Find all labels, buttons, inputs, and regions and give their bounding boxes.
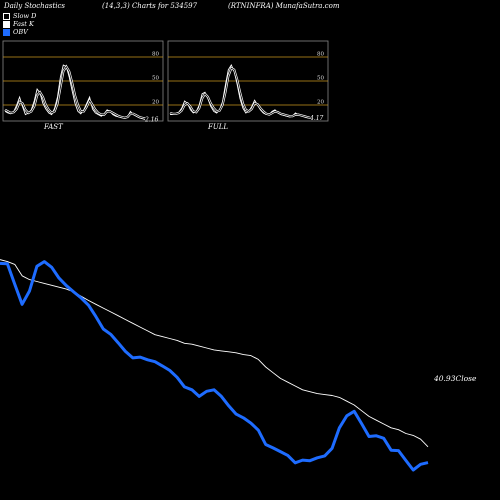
full-last-value: 4.17 (309, 115, 324, 122)
fast-stochastic-panel: 80 50 20 2.16 (2, 40, 164, 123)
series-close-line (0, 259, 429, 448)
chart-source: (RTNINFRA) MunafaSutra.com (228, 2, 340, 10)
legend-item-slow-d: Slow D (3, 12, 36, 20)
legend-label-fast-k: Fast K (13, 20, 34, 28)
fast-panel-title: FAST (44, 123, 63, 131)
full-level-tick-80: 80 (317, 52, 324, 58)
full-stochastic-panel: 80 50 20 4.17 (167, 40, 329, 122)
legend-label-slow-d: Slow D (13, 12, 37, 20)
legend-item-obv: OBV (3, 28, 28, 36)
fast-series-slow-d (4, 65, 146, 119)
fast-last-value: 2.16 (144, 116, 159, 123)
fast-level-tick-50: 50 (152, 76, 159, 82)
fast-level-tick-80: 80 (152, 52, 159, 58)
chart-title: Daily Stochastics (4, 2, 66, 10)
full-level-tick-20: 20 (317, 100, 324, 106)
fast-level-tick-20: 20 (152, 100, 159, 106)
legend-item-fast-k: Fast K (3, 20, 34, 28)
legend-label-obv: OBV (13, 28, 28, 36)
series-obv-line (0, 260, 429, 472)
price-obv-chart (0, 259, 429, 472)
full-level-tick-50: 50 (317, 76, 324, 82)
legend-swatch-slow-d (3, 12, 10, 20)
full-series-slow-d (169, 67, 311, 119)
close-value-label: 40.93Close (434, 374, 477, 383)
legend-swatch-obv (3, 28, 10, 36)
full-panel-title: FULL (208, 123, 229, 131)
chart-subtitle: (14,3,3) Charts for 534597 (102, 2, 198, 10)
legend-swatch-fast-k (3, 20, 10, 28)
